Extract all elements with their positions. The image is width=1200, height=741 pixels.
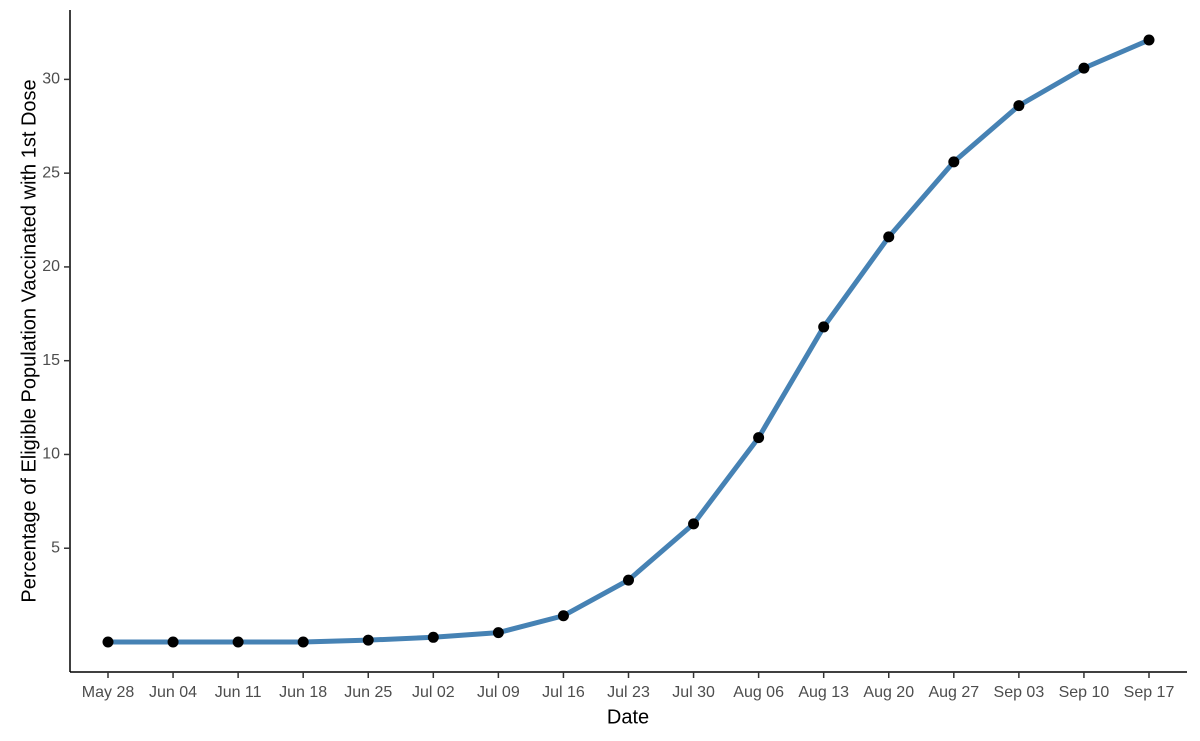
data-point bbox=[883, 231, 895, 243]
x-tick-label: Aug 20 bbox=[863, 684, 914, 701]
x-tick-label: Sep 17 bbox=[1124, 684, 1175, 701]
data-point bbox=[1078, 62, 1090, 74]
x-tick-label: Jul 23 bbox=[607, 684, 650, 701]
x-tick-label: Aug 13 bbox=[798, 684, 849, 701]
data-point bbox=[362, 634, 374, 646]
x-tick-label: Aug 27 bbox=[928, 684, 979, 701]
x-tick-label: Jul 09 bbox=[477, 684, 520, 701]
data-point bbox=[818, 321, 830, 333]
x-tick-label: May 28 bbox=[82, 684, 135, 701]
x-tick-label: Jul 16 bbox=[542, 684, 585, 701]
x-tick-label: Jun 04 bbox=[149, 684, 197, 701]
data-point bbox=[102, 636, 114, 648]
x-tick-label: Aug 06 bbox=[733, 684, 784, 701]
data-point bbox=[492, 627, 504, 639]
data-point bbox=[688, 518, 700, 530]
data-point bbox=[948, 156, 960, 168]
y-tick-label: 20 bbox=[42, 258, 60, 275]
data-point bbox=[1013, 100, 1025, 112]
y-tick-label: 25 bbox=[42, 164, 60, 181]
y-tick-label: 15 bbox=[42, 352, 60, 369]
y-tick-label: 5 bbox=[51, 539, 60, 556]
x-tick-label: Sep 10 bbox=[1059, 684, 1110, 701]
y-axis-title: Percentage of Eligible Population Vaccin… bbox=[18, 79, 40, 602]
data-point bbox=[557, 610, 569, 622]
data-line bbox=[108, 37, 1150, 645]
x-tick-label: Jun 25 bbox=[344, 684, 392, 701]
data-point bbox=[297, 636, 309, 648]
x-tick-label: Jun 18 bbox=[279, 684, 327, 701]
x-tick-label: Jul 30 bbox=[672, 684, 715, 701]
x-tick-label: Jun 11 bbox=[215, 684, 262, 701]
x-tick-label: Sep 03 bbox=[994, 684, 1045, 701]
data-point bbox=[232, 636, 244, 648]
x-tick-label: Jul 02 bbox=[412, 684, 455, 701]
y-tick-label: 30 bbox=[42, 71, 60, 88]
y-tick-label: 10 bbox=[42, 446, 60, 463]
x-axis-title: Date bbox=[607, 706, 649, 728]
data-point bbox=[753, 432, 765, 444]
data-point bbox=[427, 631, 439, 643]
data-point bbox=[167, 636, 179, 648]
data-point bbox=[1143, 34, 1155, 46]
data-point bbox=[623, 574, 634, 586]
